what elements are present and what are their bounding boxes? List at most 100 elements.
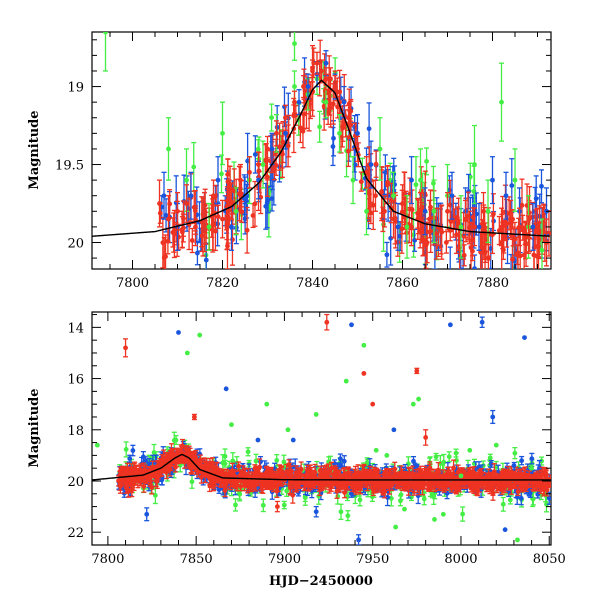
data-point xyxy=(199,233,205,239)
data-point xyxy=(163,254,168,259)
blue-point xyxy=(163,198,169,233)
data-point xyxy=(273,162,279,168)
data-point xyxy=(391,193,396,199)
red-point xyxy=(469,240,475,262)
data-point xyxy=(382,208,387,214)
data-point xyxy=(211,193,216,199)
red-point xyxy=(314,51,320,75)
data-point xyxy=(481,208,486,214)
data-point xyxy=(345,148,351,154)
data-point xyxy=(292,99,297,105)
red-point xyxy=(229,213,235,266)
red-point xyxy=(427,199,432,239)
red-point xyxy=(238,163,243,197)
data-point xyxy=(443,239,449,245)
data-point xyxy=(300,128,306,134)
data-point xyxy=(260,162,266,167)
data-point xyxy=(507,497,513,503)
bottom-plot-area xyxy=(92,313,551,545)
data-point xyxy=(385,179,390,185)
green-point xyxy=(189,474,195,489)
data-point xyxy=(184,201,189,206)
dense-scatter xyxy=(116,431,551,522)
green-point xyxy=(317,110,323,143)
red-point xyxy=(265,135,270,163)
data-point xyxy=(292,84,297,89)
data-point xyxy=(244,227,250,233)
red-point xyxy=(499,207,504,247)
x-tick-label: 7860 xyxy=(386,276,419,291)
data-point xyxy=(487,455,493,461)
data-point xyxy=(184,177,189,183)
green-point xyxy=(281,500,287,510)
data-point xyxy=(503,193,509,199)
data-point xyxy=(206,224,212,230)
data-point xyxy=(220,460,226,466)
x-tick-label: 7820 xyxy=(206,276,239,291)
data-point xyxy=(180,225,186,231)
red-point xyxy=(382,195,387,228)
data-point xyxy=(337,130,342,136)
data-point xyxy=(161,193,167,199)
data-point xyxy=(220,216,225,222)
data-point xyxy=(284,488,290,494)
green-point xyxy=(487,453,493,463)
data-point xyxy=(215,214,221,220)
red-point xyxy=(157,179,162,228)
green-point xyxy=(218,154,224,194)
red-point xyxy=(472,207,477,247)
data-point xyxy=(512,450,518,456)
data-point xyxy=(260,502,266,508)
red-point xyxy=(424,221,430,264)
data-point xyxy=(405,461,411,467)
data-point xyxy=(485,208,491,214)
green-point xyxy=(472,124,477,205)
green-point xyxy=(512,446,518,460)
data-point xyxy=(530,224,536,230)
data-point xyxy=(510,256,515,262)
data-point xyxy=(338,509,344,515)
red-point xyxy=(523,220,529,267)
red-point xyxy=(400,184,405,223)
blue-point xyxy=(188,171,194,220)
blue-point xyxy=(509,158,515,214)
red-point xyxy=(443,231,449,254)
data-point xyxy=(448,273,453,278)
data-point xyxy=(160,240,166,246)
data-point xyxy=(433,231,439,237)
data-point xyxy=(301,84,306,89)
data-point xyxy=(346,115,351,121)
data-point xyxy=(157,201,162,206)
red-point xyxy=(310,59,315,83)
data-point xyxy=(421,496,427,502)
red-point xyxy=(345,135,351,168)
red-point xyxy=(517,207,522,247)
data-point xyxy=(355,130,360,136)
data-point xyxy=(381,221,386,227)
green-point xyxy=(206,202,212,251)
blue-point xyxy=(305,73,311,100)
red-point xyxy=(463,199,468,239)
data-point xyxy=(256,162,261,167)
green-point xyxy=(539,218,545,269)
green-point xyxy=(350,156,356,205)
data-point xyxy=(496,228,502,233)
data-point xyxy=(472,224,477,230)
red-point xyxy=(163,234,169,269)
data-point xyxy=(458,224,464,230)
data-point xyxy=(269,146,275,152)
data-point xyxy=(413,182,419,188)
red-point xyxy=(283,104,288,131)
red-point xyxy=(415,198,421,229)
data-point xyxy=(250,213,256,218)
red-point xyxy=(358,171,364,192)
data-point xyxy=(521,252,527,258)
data-point xyxy=(501,234,507,240)
green-point xyxy=(398,489,404,501)
bottom-plot-frame xyxy=(91,311,552,546)
data-point xyxy=(245,158,251,164)
data-point xyxy=(265,146,270,152)
data-point xyxy=(332,84,338,89)
blue-point xyxy=(296,89,302,116)
data-point xyxy=(499,224,504,230)
